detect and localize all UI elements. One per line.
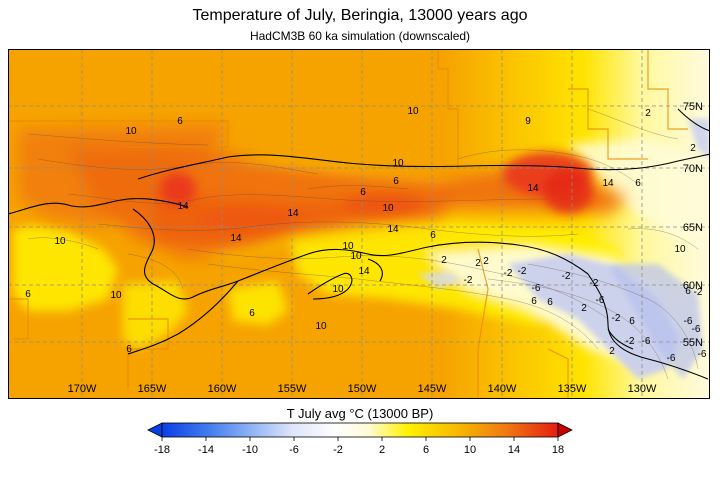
contour-label: 14 <box>287 208 299 219</box>
contour-label: -6 <box>642 336 651 347</box>
contour-label: 6 <box>629 316 635 327</box>
contour-label: 10 <box>392 158 404 169</box>
colorbar-tick-label: -14 <box>198 444 214 456</box>
contour-label: -2 <box>590 278 599 289</box>
contour-label: 6 <box>360 187 366 198</box>
colorbar-min-arrow <box>147 422 163 438</box>
contour-label: 14 <box>230 233 242 244</box>
contour-label: 6 <box>249 308 255 319</box>
contour-label: -2 <box>464 275 473 286</box>
map-panel: 10 6 10 9 2 2 6 10 14 14 14 6 14 10 14 14 6 10 10 14 6 10 6 10 6… <box>8 49 710 399</box>
colorbar-tick-label: -2 <box>333 444 343 456</box>
contour-label: 2 <box>441 255 447 266</box>
longitude-labels: 170W 165W 160W 155W 150W 145W 140W 135W … <box>68 383 657 395</box>
contour-label: 6 <box>393 176 399 187</box>
map-subtitle: HadCM3B 60 ka simulation (downscaled) <box>249 29 471 43</box>
contour-label: 6 <box>547 297 553 308</box>
lat-label: 70N <box>683 163 703 175</box>
map-frame <box>8 49 710 399</box>
contour-label: 2 <box>690 143 696 154</box>
lat-label: 55N <box>683 337 703 349</box>
graticule <box>8 49 710 399</box>
lon-label: 165W <box>138 383 167 395</box>
contour-label: 9 <box>525 116 531 127</box>
colorbar-title: T July avg °C (13000 BP) <box>286 406 434 421</box>
contour-label: -2 <box>504 268 513 279</box>
lon-label: 135W <box>558 383 587 395</box>
contour-label: 2 <box>581 303 587 314</box>
contour-label: 10 <box>350 251 362 262</box>
lat-label: 65N <box>683 222 703 234</box>
contour-label: 10 <box>315 321 327 332</box>
contour-label: 6 <box>430 230 436 241</box>
colorbar-tick-label: 18 <box>552 444 564 456</box>
contour-label: 2 <box>475 258 481 269</box>
lat-label: 75N <box>683 101 703 113</box>
colorbar-tick-label: 10 <box>464 444 476 456</box>
lon-label: 145W <box>418 383 447 395</box>
contour-label: 2 <box>483 256 489 267</box>
lon-label: 155W <box>278 383 307 395</box>
contour-label: 6 <box>25 289 31 300</box>
contour-label: 6 <box>531 296 537 307</box>
lon-label: 170W <box>68 383 97 395</box>
contour-label: 6 <box>177 116 183 127</box>
lon-label: 160W <box>208 383 237 395</box>
contour-label: 6 <box>685 286 691 297</box>
contour-label: 10 <box>332 284 344 295</box>
contour-label: -2 <box>626 336 635 347</box>
contour-label: 10 <box>54 236 66 247</box>
contour-label: 2 <box>609 346 615 357</box>
contour-label: 2 <box>645 108 651 119</box>
contour-label: 10 <box>407 106 419 117</box>
coastlines <box>8 108 710 380</box>
map-title: Temperature of July, Beringia, 13000 yea… <box>192 7 528 24</box>
contour-label: 6 <box>126 344 132 355</box>
contour-label: -2 <box>694 287 703 298</box>
colorbar-tick-label: -6 <box>289 444 299 456</box>
contour-label: -6 <box>698 349 707 360</box>
contour-label: 10 <box>382 203 394 214</box>
contour-label: 14 <box>358 266 370 277</box>
contour-label: 14 <box>177 201 189 212</box>
contour-label: -6 <box>532 283 541 294</box>
colorbar-tick-label: 6 <box>423 444 429 456</box>
contour-label: 10 <box>110 290 122 301</box>
contour-label: -2 <box>518 266 527 277</box>
contour-label: 10 <box>125 126 137 137</box>
contour-label: 10 <box>674 244 686 255</box>
lon-label: 140W <box>488 383 517 395</box>
lat-label: 60N <box>683 280 703 292</box>
contour-label: 14 <box>602 178 614 189</box>
colorbar: -18 -14 -10 -6 -2 2 6 10 14 18 <box>147 422 573 456</box>
latitude-labels: 75N 70N 65N 60N 55N <box>683 101 703 349</box>
contour-label: -2 <box>612 313 621 324</box>
lon-label: 150W <box>348 383 377 395</box>
contour-label: -6 <box>692 324 701 335</box>
colorbar-max-arrow <box>557 422 573 438</box>
colorbar-tick-label: 2 <box>379 444 385 456</box>
colorbar-ticks: -18 -14 -10 -6 -2 2 6 10 14 18 <box>154 437 564 456</box>
colorbar-tick-label: -18 <box>154 444 170 456</box>
hot-spots <box>160 152 593 231</box>
contour-label: 14 <box>527 183 539 194</box>
contour-label: 10 <box>342 241 354 252</box>
contour-label: -6 <box>596 295 605 306</box>
lon-label: 130W <box>628 383 657 395</box>
contour-label: 14 <box>387 224 399 235</box>
colorbar-tick-label: -10 <box>242 444 258 456</box>
colorbar-gradient <box>161 422 559 438</box>
model-grid-blocks <box>8 49 688 399</box>
colorbar-tick-label: 14 <box>508 444 520 456</box>
contour-label: -6 <box>684 316 693 327</box>
contour-label: -6 <box>667 353 676 364</box>
contour-label: 6 <box>635 178 641 189</box>
contour-label: -2 <box>562 271 571 282</box>
